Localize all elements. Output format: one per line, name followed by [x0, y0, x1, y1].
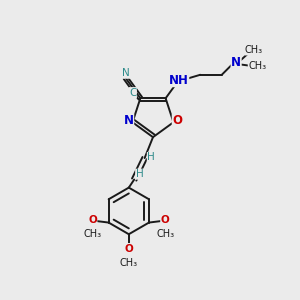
Text: N: N — [122, 68, 130, 78]
Text: C: C — [129, 88, 136, 98]
Text: H: H — [147, 152, 155, 163]
Text: CH₃: CH₃ — [120, 257, 138, 268]
Text: N: N — [124, 114, 134, 127]
Text: O: O — [172, 114, 182, 127]
Text: NH: NH — [169, 74, 189, 87]
Text: CH₃: CH₃ — [248, 61, 266, 71]
Text: N: N — [231, 56, 241, 69]
Text: H: H — [136, 169, 143, 179]
Text: CH₃: CH₃ — [156, 230, 174, 239]
Text: CH₃: CH₃ — [83, 230, 102, 239]
Text: O: O — [124, 244, 133, 254]
Text: CH₃: CH₃ — [245, 45, 263, 55]
Text: O: O — [88, 215, 97, 226]
Text: O: O — [161, 215, 170, 226]
